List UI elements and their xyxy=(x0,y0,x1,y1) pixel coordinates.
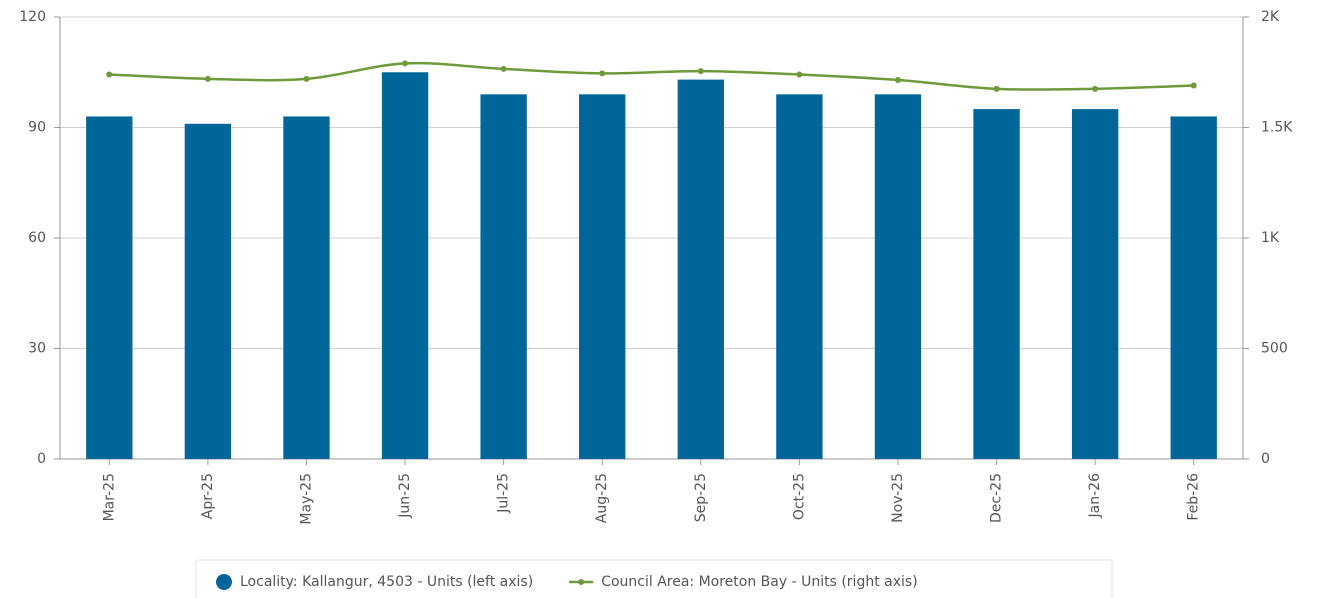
x-tick-label: Oct-25 xyxy=(791,473,807,520)
line-point xyxy=(303,75,310,82)
y2-tick-label: 500 xyxy=(1261,341,1288,357)
bar xyxy=(86,116,133,459)
bar xyxy=(184,123,232,460)
line-point xyxy=(204,75,211,82)
bar xyxy=(1071,109,1119,459)
y-tick-label: 0 xyxy=(37,451,46,467)
line-point xyxy=(599,70,606,77)
line-point xyxy=(402,60,409,67)
x-tick-label: Mar-25 xyxy=(101,473,117,521)
x-tick-label: Feb-26 xyxy=(1186,473,1202,521)
bar xyxy=(381,72,429,459)
bar xyxy=(579,94,626,459)
bar xyxy=(677,79,724,459)
legend-label: Council Area: Moreton Bay - Units (right… xyxy=(601,574,917,590)
bar xyxy=(283,116,330,459)
x-tick-label: Jul-25 xyxy=(496,473,512,514)
line xyxy=(109,61,1194,91)
y2-tick-label: 0 xyxy=(1261,451,1270,467)
line-point xyxy=(697,68,704,75)
bar xyxy=(973,109,1020,459)
y-tick-label: 90 xyxy=(28,120,46,136)
bar xyxy=(1170,116,1217,459)
x-tick-label: Jan-26 xyxy=(1087,473,1103,519)
line-point xyxy=(1092,85,1099,92)
x-tick-label: May-25 xyxy=(298,473,314,525)
line-point xyxy=(1190,82,1197,89)
x-tick-label: Aug-25 xyxy=(594,473,610,523)
y-tick-label: 120 xyxy=(19,9,46,25)
line-point xyxy=(894,76,901,83)
x-tick-label: Dec-25 xyxy=(989,473,1005,523)
line-point xyxy=(500,65,507,72)
x-tick-label: Apr-25 xyxy=(200,473,216,519)
bar xyxy=(776,94,823,459)
legend-label: Locality: Kallangur, 4503 - Units (left … xyxy=(240,574,533,590)
bar xyxy=(480,94,527,459)
y-tick-label: 30 xyxy=(28,341,46,357)
x-tick-label: Sep-25 xyxy=(693,473,709,522)
legend-box xyxy=(195,559,1113,598)
line-point xyxy=(106,71,113,78)
x-tick-label: Nov-25 xyxy=(890,473,906,523)
y2-tick-label: 1.5K xyxy=(1261,120,1293,136)
legend-marker xyxy=(578,579,585,585)
y2-tick-label: 1K xyxy=(1261,230,1280,246)
bar xyxy=(874,94,922,459)
y2-tick-label: 2K xyxy=(1261,9,1280,25)
line-point xyxy=(993,85,1000,92)
line-point xyxy=(796,71,803,78)
y-tick-label: 60 xyxy=(28,230,46,246)
legend-marker xyxy=(216,574,232,590)
x-tick-label: Jun-25 xyxy=(397,473,413,519)
